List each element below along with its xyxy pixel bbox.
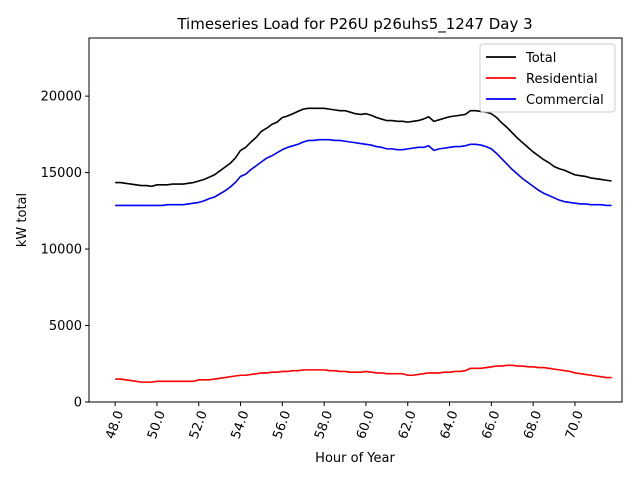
- series-layer: [115, 107, 612, 383]
- series-line-total: [115, 107, 612, 188]
- series-line-commercial: [115, 138, 612, 207]
- series-line-residential: [115, 364, 612, 383]
- x-axis-label: Hour of Year: [315, 451, 395, 466]
- y-axis: 0 5000 10000 15000 20000: [41, 90, 89, 411]
- y-tick-label: 10000: [41, 243, 82, 258]
- legend: Total Residential Commercial: [479, 43, 616, 113]
- y-tick-label: 0: [74, 396, 82, 411]
- chart-title: Timeseries Load for P26U p26uhs5_1247 Da…: [176, 15, 532, 34]
- legend-label-commercial: Commercial: [526, 93, 604, 108]
- legend-label-residential: Residential: [526, 72, 598, 87]
- y-tick-label: 15000: [41, 166, 82, 181]
- legend-label-total: Total: [525, 51, 556, 66]
- y-tick-label: 5000: [49, 319, 82, 334]
- y-axis-label: kW total: [15, 193, 30, 247]
- y-tick-label: 20000: [41, 90, 82, 105]
- legend-box: [479, 43, 616, 113]
- plot-frame: [88, 37, 623, 403]
